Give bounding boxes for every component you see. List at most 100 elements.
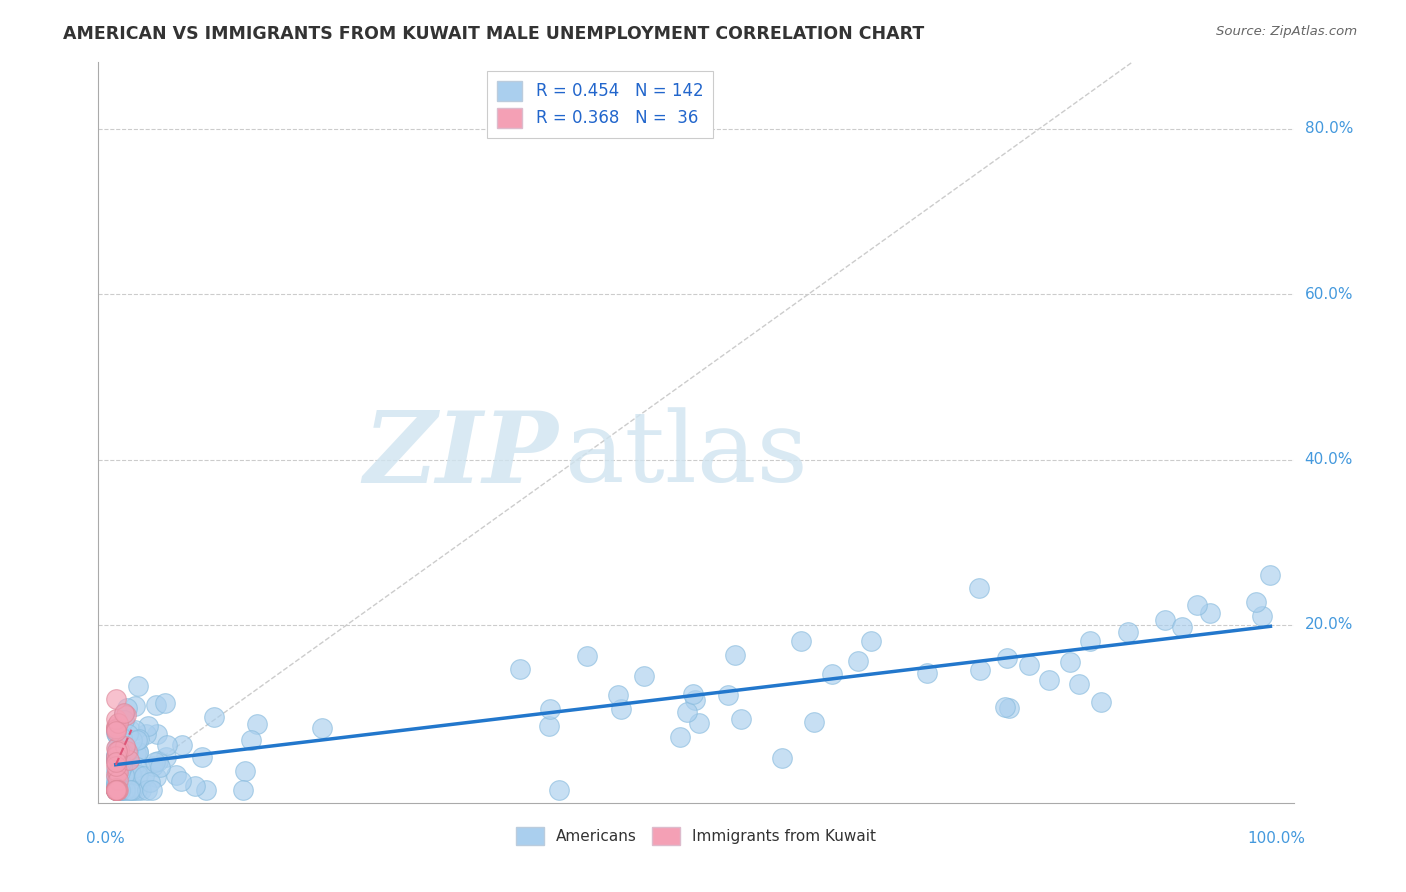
Point — [1059, 655, 1081, 669]
Point — [122, 762, 145, 776]
Point — [141, 783, 163, 797]
Text: 0.0%: 0.0% — [87, 831, 125, 846]
Point — [110, 752, 132, 766]
Point — [107, 748, 129, 763]
Point — [1090, 695, 1112, 709]
Point — [1258, 568, 1281, 582]
Point — [111, 757, 134, 772]
Point — [683, 693, 706, 707]
Point — [127, 745, 149, 759]
Point — [538, 701, 561, 715]
Point — [118, 783, 141, 797]
Point — [1171, 620, 1194, 634]
Point — [995, 651, 1018, 665]
Point — [104, 783, 127, 797]
Point — [142, 759, 165, 773]
Text: 20.0%: 20.0% — [1305, 617, 1353, 632]
Point — [246, 717, 269, 731]
Point — [104, 764, 127, 778]
Text: atlas: atlas — [565, 407, 807, 503]
Point — [155, 696, 177, 710]
Point — [136, 719, 159, 733]
Point — [104, 749, 127, 764]
Point — [110, 783, 132, 797]
Point — [112, 768, 135, 782]
Point — [105, 757, 128, 772]
Point — [105, 728, 128, 742]
Point — [682, 687, 704, 701]
Point — [107, 747, 129, 761]
Point — [107, 772, 129, 786]
Point — [633, 668, 655, 682]
Point — [104, 775, 127, 789]
Point — [127, 768, 149, 782]
Point — [998, 701, 1021, 715]
Point — [1187, 598, 1209, 612]
Point — [117, 757, 139, 772]
Point — [240, 732, 263, 747]
Point — [124, 698, 146, 713]
Point — [105, 721, 128, 735]
Point — [104, 781, 127, 796]
Point — [114, 706, 136, 721]
Point — [124, 723, 146, 737]
Point — [145, 770, 167, 784]
Point — [803, 715, 825, 730]
Point — [114, 708, 136, 723]
Text: 40.0%: 40.0% — [1305, 452, 1353, 467]
Point — [145, 698, 167, 712]
Point — [724, 648, 747, 662]
Point — [108, 764, 131, 779]
Point — [127, 679, 149, 693]
Point — [112, 783, 135, 797]
Point — [112, 713, 135, 727]
Point — [104, 712, 127, 726]
Point — [675, 705, 697, 719]
Point — [118, 723, 141, 738]
Point — [121, 783, 143, 797]
Point — [124, 783, 146, 797]
Point — [717, 688, 740, 702]
Point — [146, 727, 169, 741]
Point — [115, 744, 138, 758]
Point — [859, 634, 882, 648]
Point — [125, 760, 148, 774]
Text: 60.0%: 60.0% — [1305, 286, 1353, 301]
Point — [668, 730, 690, 744]
Point — [148, 754, 170, 768]
Point — [1038, 673, 1060, 687]
Point — [184, 779, 207, 793]
Point — [128, 731, 150, 746]
Point — [969, 663, 991, 677]
Point — [537, 719, 560, 733]
Point — [108, 783, 131, 797]
Point — [190, 750, 212, 764]
Point — [509, 662, 531, 676]
Point — [132, 769, 155, 783]
Point — [108, 761, 131, 775]
Point — [311, 721, 333, 735]
Point — [127, 745, 149, 759]
Point — [112, 706, 135, 721]
Point — [143, 756, 166, 770]
Point — [105, 751, 128, 765]
Point — [121, 732, 143, 747]
Point — [104, 783, 127, 797]
Point — [114, 770, 136, 784]
Point — [117, 727, 139, 741]
Point — [107, 765, 129, 780]
Point — [688, 715, 710, 730]
Point — [104, 748, 127, 763]
Point — [118, 753, 141, 767]
Point — [107, 715, 129, 730]
Point — [114, 731, 136, 745]
Point — [1018, 658, 1040, 673]
Point — [231, 783, 253, 797]
Point — [129, 783, 152, 797]
Point — [104, 783, 127, 797]
Point — [202, 710, 225, 724]
Point — [110, 743, 132, 757]
Point — [610, 701, 633, 715]
Point — [1250, 608, 1272, 623]
Point — [117, 701, 139, 715]
